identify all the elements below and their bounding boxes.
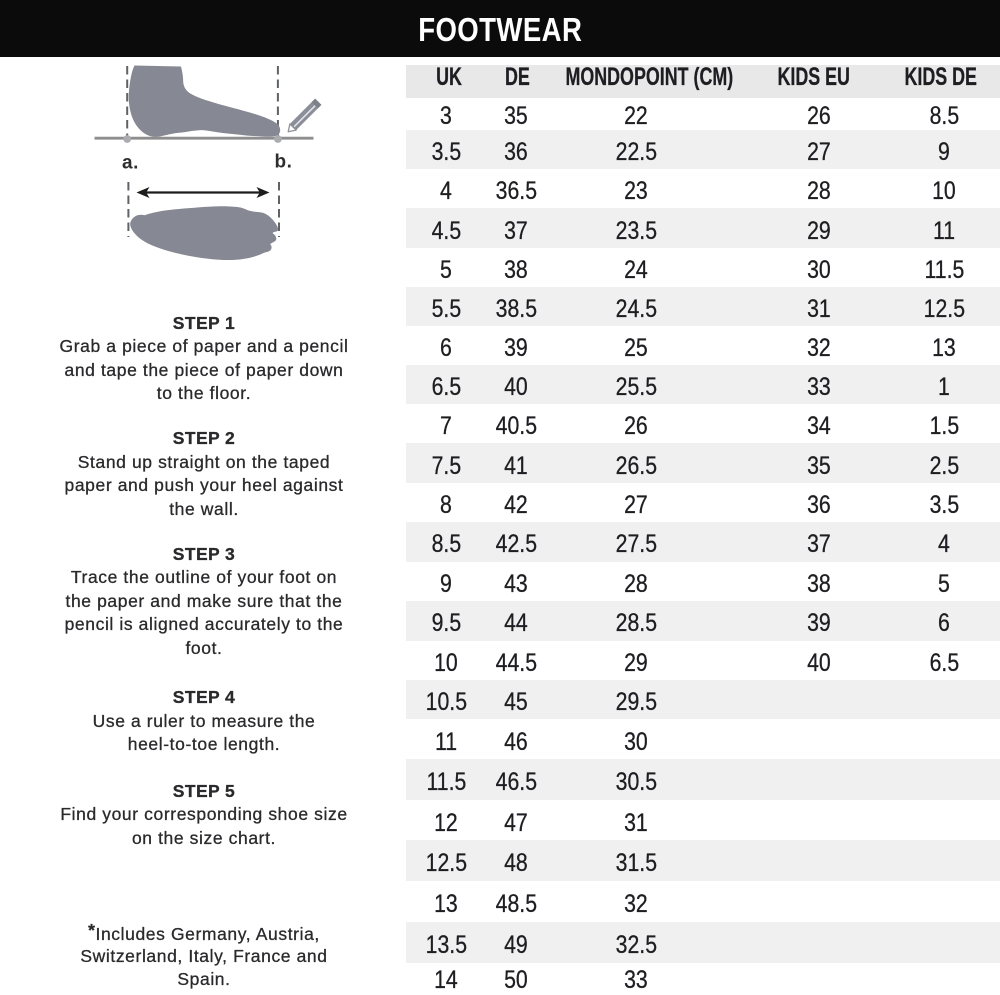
svg-text:b.: b. [275,152,293,173]
svg-text:a.: a. [122,153,139,174]
